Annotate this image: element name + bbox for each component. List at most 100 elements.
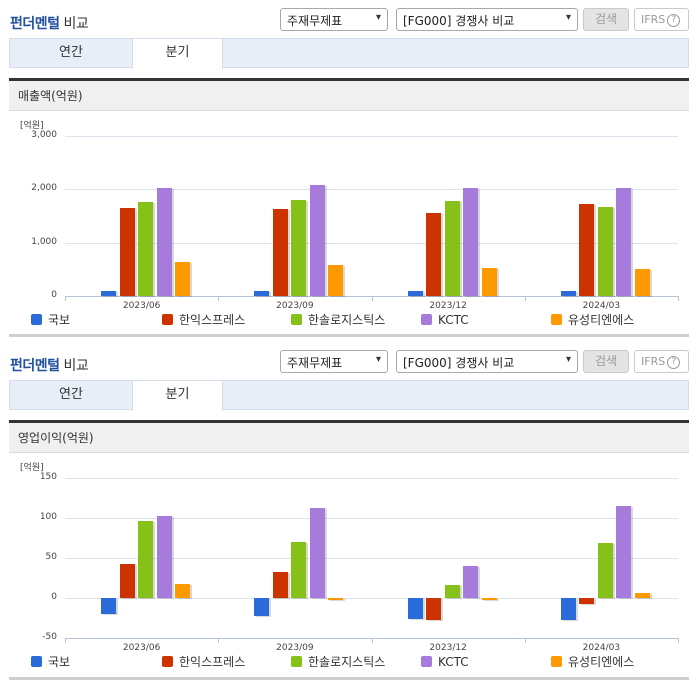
bar[interactable] [426,212,441,296]
legend-item[interactable]: 국보 [31,313,70,327]
gridline [65,242,678,244]
legend-swatch-icon [291,656,302,667]
bar[interactable] [407,290,423,296]
y-tick-label: 3,000 [31,130,57,140]
bar[interactable] [309,185,325,296]
bar[interactable] [463,188,478,296]
bar[interactable] [426,598,441,621]
statement-select[interactable]: 주재무제표 ▾ [280,350,388,373]
bar[interactable] [119,208,135,296]
bar[interactable] [634,268,650,296]
bar[interactable] [597,206,613,296]
bar[interactable] [138,521,153,598]
legend-label: 국보 [48,655,71,669]
legend-item[interactable]: 한솔로지스틱스 [291,655,385,669]
operating-profit-chart: [억원] 150 100 50 0 -50 2023/06 2023/09 2023/12 202… [9,454,689,684]
bar[interactable] [616,506,632,598]
title-main: 펀더멘털 [10,358,60,374]
x-tick-mark [218,296,220,301]
legend-item[interactable]: KCTC [421,655,469,669]
chart-title: 영업이익(억원) [9,423,689,453]
compare-select-value: [FG000] 경쟁사 비교 [403,14,515,28]
legend-item[interactable]: 한익스프레스 [162,655,245,669]
legend-label: 유성티엔에스 [568,655,635,669]
bar[interactable] [328,598,344,601]
legend: 국보 한익스프레스 한솔로지스틱스 KCTC 유성티엔에스 [9,655,689,671]
search-button[interactable]: 검색 [583,8,629,31]
help-icon[interactable]: ? [667,13,681,27]
bar[interactable] [616,188,632,296]
bar[interactable] [101,598,116,614]
period-tabs: 연간 분기 [9,380,689,411]
legend: 국보 한익스프레스 한솔로지스틱스 KCTC 유성티엔에스 [9,313,689,329]
bar[interactable] [309,508,325,598]
chevron-down-icon: ▾ [375,354,381,365]
y-tick-label: 100 [39,512,57,522]
bar[interactable] [560,598,576,621]
bar[interactable] [597,542,613,598]
bar[interactable] [579,204,595,296]
tab-annual[interactable]: 연간 [59,387,83,402]
panel-header: 펀더멘털 비교 주재무제표 ▾ [FG000] 경쟁사 비교 ▾ 검색 IFRS? [0,0,696,38]
compare-select[interactable]: [FG000] 경쟁사 비교 ▾ [396,350,578,373]
legend-item[interactable]: 한익스프레스 [162,313,245,327]
tab-annual[interactable]: 연간 [59,45,83,60]
x-tick-mark [678,638,679,643]
panel-header: 펀더멘털 비교 주재무제표 ▾ [FG000] 경쟁사 비교 ▾ 검색 IFRS? [0,342,696,380]
bar[interactable] [463,566,478,598]
bar[interactable] [272,209,288,296]
bar[interactable] [481,598,497,600]
compare-select[interactable]: [FG000] 경쟁사 비교 ▾ [396,8,578,31]
title-sub: 비교 [59,358,89,374]
legend-label: 국보 [48,313,71,327]
legend-item[interactable]: 국보 [31,655,70,669]
bar[interactable] [634,593,650,598]
statement-select[interactable]: 주재무제표 ▾ [280,8,388,31]
legend-item[interactable]: 한솔로지스틱스 [291,313,385,327]
y-tick-label: 2,000 [31,183,57,194]
revenue-chart: [억원] 3,000 2,000 1,000 0 2023/06 2023/09 2023/1… [9,112,689,342]
bar[interactable] [560,290,576,296]
x-tick-mark [524,638,526,643]
bar[interactable] [254,290,270,296]
legend-swatch-icon [162,314,173,325]
bar[interactable] [444,585,460,598]
bar[interactable] [272,572,288,598]
tab-quarterly[interactable]: 분기 [132,39,223,69]
bar[interactable] [138,201,153,296]
bar[interactable] [444,201,460,296]
ifrs-button[interactable]: IFRS? [634,8,689,31]
bar[interactable] [119,564,135,598]
bar[interactable] [156,515,172,598]
bar[interactable] [291,542,307,598]
ifrs-button[interactable]: IFRS? [634,350,689,373]
divider [9,677,689,680]
bar[interactable] [579,598,595,605]
bar[interactable] [175,261,190,296]
fundamental-panel-operating-profit: 펀더멘털 비교 주재무제표 ▾ [FG000] 경쟁사 비교 ▾ 검색 IFRS? … [0,342,696,684]
gridline [65,558,678,559]
bar[interactable] [407,598,423,619]
bar[interactable] [175,583,190,598]
help-icon[interactable]: ? [667,355,681,369]
bar[interactable] [328,264,344,296]
x-tick-mark [524,296,526,301]
divider [9,78,689,81]
legend-item[interactable]: KCTC [421,313,469,327]
legend-swatch-icon [31,656,42,667]
bar[interactable] [156,188,172,296]
bar[interactable] [481,267,497,296]
legend-item[interactable]: 유성티엔에스 [551,655,634,669]
chevron-down-icon: ▾ [565,12,571,23]
x-tick-label: 2024/03 [582,301,621,311]
bar[interactable] [101,290,116,296]
bar[interactable] [291,200,307,296]
legend-item[interactable]: 유성티엔에스 [551,313,634,327]
x-tick-label: 2023/12 [429,643,467,653]
gridline [65,598,678,599]
tab-quarterly[interactable]: 분기 [132,381,223,411]
bar[interactable] [254,598,270,617]
search-button[interactable]: 검색 [583,350,629,373]
panel-title: 펀더멘털 비교 [10,13,89,33]
legend-label: 한익스프레스 [179,313,246,327]
